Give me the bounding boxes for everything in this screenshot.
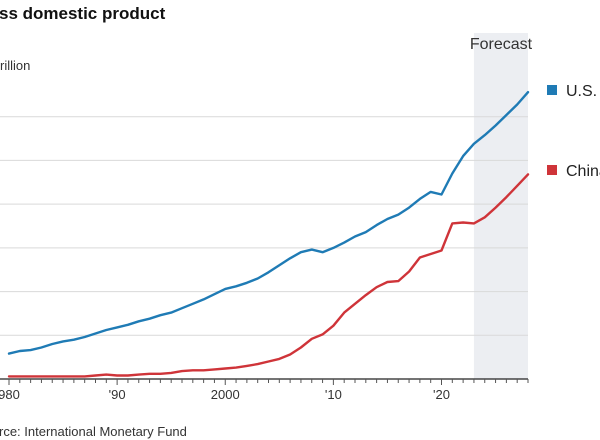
series-line-u-s: [7, 90, 530, 355]
forecast-label: Forecast: [470, 36, 533, 53]
chart-title: ss domestic product: [0, 4, 166, 23]
legend-label-china: China: [566, 163, 600, 180]
legend-swatch-china: [547, 165, 557, 175]
x-tick-label: '90: [109, 387, 126, 402]
x-tick-label: '10: [325, 387, 342, 402]
x-tick-label: 980: [0, 387, 20, 402]
x-tick-label: '20: [433, 387, 450, 402]
forecast-band: [473, 33, 528, 379]
series-line-china: [7, 173, 530, 378]
x-tick-label: 2000: [211, 387, 240, 402]
source-note: rce: International Monetary Fund: [0, 424, 187, 439]
unit-label: rillion: [0, 58, 30, 73]
legend-label-u-s: U.S.: [566, 83, 597, 100]
legend-swatch-u-s: [547, 85, 557, 95]
